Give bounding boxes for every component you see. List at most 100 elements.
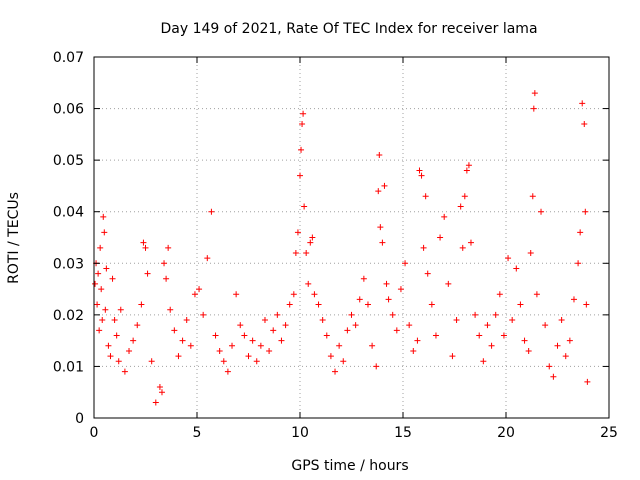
data-point <box>376 151 383 158</box>
data-point <box>303 249 310 256</box>
data-point <box>579 100 586 107</box>
data-point <box>352 322 359 329</box>
data-point <box>529 193 536 200</box>
data-point <box>183 317 190 324</box>
data-point <box>204 255 211 262</box>
data-point <box>364 301 371 308</box>
data-point <box>113 332 120 339</box>
data-point <box>212 332 219 339</box>
data-point <box>533 291 540 298</box>
data-point <box>95 270 102 277</box>
data-point <box>369 342 376 349</box>
data-point <box>582 208 589 215</box>
data-point <box>92 280 99 287</box>
y-tick-label: 0.02 <box>53 308 84 324</box>
data-point <box>558 317 565 324</box>
data-point <box>292 249 299 256</box>
data-point <box>517 301 524 308</box>
data-point <box>290 291 297 298</box>
data-point <box>397 286 404 293</box>
data-point <box>424 270 431 277</box>
data-point <box>315 301 322 308</box>
data-point <box>525 347 532 354</box>
data-point <box>175 353 182 360</box>
data-point <box>336 342 343 349</box>
data-point <box>472 311 479 318</box>
data-point <box>465 162 472 169</box>
data-point <box>111 317 118 324</box>
data-point <box>492 311 499 318</box>
y-tick-label: 0.01 <box>53 359 84 375</box>
chart-title: Day 149 of 2021, Rate Of TEC Index for r… <box>160 21 537 37</box>
data-point <box>196 286 203 293</box>
data-point <box>509 317 516 324</box>
data-point <box>453 317 460 324</box>
data-point <box>476 332 483 339</box>
data-point <box>266 347 273 354</box>
x-tick-label: 10 <box>291 425 309 441</box>
data-point <box>420 244 427 251</box>
data-point <box>301 203 308 210</box>
data-point <box>253 358 260 365</box>
y-tick-label: 0.05 <box>53 153 84 169</box>
data-point <box>375 188 382 195</box>
data-point <box>299 121 306 128</box>
data-point <box>562 353 569 360</box>
data-point <box>167 306 174 313</box>
data-point <box>513 265 520 272</box>
data-point <box>94 301 101 308</box>
data-point <box>500 332 507 339</box>
data-point <box>171 327 178 334</box>
data-point <box>406 322 413 329</box>
data-point <box>381 182 388 189</box>
data-point <box>216 347 223 354</box>
data-point <box>583 301 590 308</box>
data-point <box>488 342 495 349</box>
data-point <box>461 193 468 200</box>
data-point <box>554 342 561 349</box>
data-point <box>261 317 268 324</box>
data-point <box>270 327 277 334</box>
data-point <box>220 358 227 365</box>
data-point <box>566 337 573 344</box>
y-tick-label: 0.04 <box>53 205 84 221</box>
data-point <box>457 203 464 210</box>
data-point <box>165 244 172 251</box>
data-point <box>249 337 256 344</box>
data-point <box>581 121 588 128</box>
data-point <box>229 342 236 349</box>
data-point <box>278 337 285 344</box>
data-point <box>142 244 149 251</box>
data-point <box>237 322 244 329</box>
data-point <box>377 224 384 231</box>
data-point <box>575 260 582 267</box>
data-point <box>389 311 396 318</box>
data-point <box>323 332 330 339</box>
y-tick-label: 0.07 <box>53 50 84 66</box>
data-point <box>161 260 168 267</box>
data-point <box>418 172 425 179</box>
data-point <box>100 213 107 220</box>
data-point <box>570 296 577 303</box>
data-point <box>148 358 155 365</box>
data-point <box>550 373 557 380</box>
data-point <box>445 280 452 287</box>
data-point <box>373 363 380 370</box>
plot-frame <box>93 56 610 419</box>
data-point <box>140 239 147 246</box>
data-point <box>245 353 252 360</box>
data-point <box>307 239 314 246</box>
data-point <box>297 172 303 179</box>
data-point <box>282 322 289 329</box>
data-point <box>340 358 347 365</box>
data-point <box>327 353 334 360</box>
data-point <box>441 213 448 220</box>
data-point <box>134 322 141 329</box>
data-point <box>117 306 124 313</box>
y-axis-label: ROTI / TECUs <box>6 192 22 284</box>
data-point <box>96 327 103 334</box>
data-point <box>428 301 435 308</box>
data-point <box>224 368 231 375</box>
x-tick-label: 25 <box>600 425 618 441</box>
data-point <box>393 327 400 334</box>
